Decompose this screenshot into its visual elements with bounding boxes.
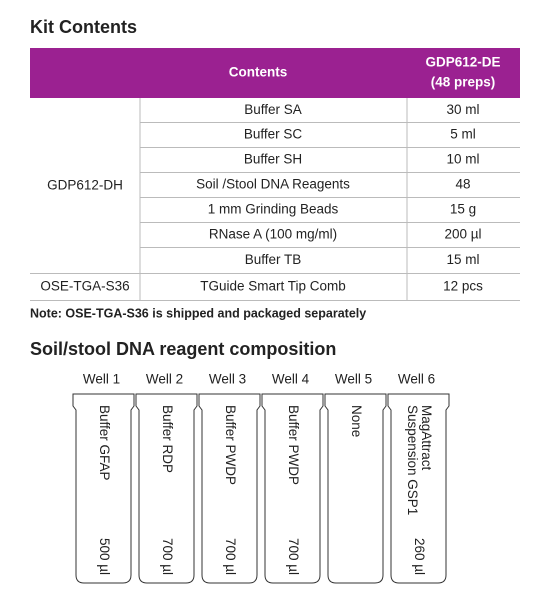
note: Note: OSE-TGA-S36 is shipped and package… <box>30 306 366 320</box>
cell: 15 ml <box>446 252 479 267</box>
well-reagent: Suspension GSP1 <box>405 405 420 515</box>
cell: 5 ml <box>450 127 476 142</box>
well-tube <box>387 393 450 584</box>
cell: 15 g <box>450 202 476 217</box>
well-label: Well 1 <box>83 372 120 387</box>
well-volume: 260 µl <box>412 538 427 575</box>
header-cell: Contents <box>229 65 288 80</box>
cell: Buffer SA <box>244 102 302 117</box>
cell: Soil /Stool DNA Reagents <box>196 177 350 192</box>
section-title: Soil/stool DNA reagent composition <box>30 339 336 359</box>
cell: 10 ml <box>446 152 479 167</box>
well-volume: 700 µl <box>223 538 238 575</box>
section-title: Kit Contents <box>30 17 137 37</box>
well-volume: 700 µl <box>286 538 301 575</box>
well-label: Well 5 <box>335 372 372 387</box>
well-label: Well 3 <box>209 372 246 387</box>
well-tube <box>72 393 135 584</box>
well-volume: 500 µl <box>97 538 112 575</box>
well-tube <box>324 393 387 584</box>
well-tube <box>135 393 198 584</box>
well-reagent: Buffer GFAP <box>97 405 112 481</box>
cell: 48 <box>455 177 470 192</box>
cell: 200 µl <box>444 227 481 242</box>
group-cell: OSE-TGA-S36 <box>40 279 129 294</box>
cell: TGuide Smart Tip Comb <box>200 279 346 294</box>
well-reagent: Buffer RDP <box>160 405 175 473</box>
well-tube <box>198 393 261 584</box>
header-cell: GDP612-DE <box>425 55 500 70</box>
cell: Buffer TB <box>245 252 302 267</box>
cell: 12 pcs <box>443 279 483 294</box>
well-tube <box>261 393 324 584</box>
cell: Buffer SH <box>244 152 302 167</box>
group-cell: GDP612-DH <box>47 177 123 192</box>
cell: 1 mm Grinding Beads <box>208 202 339 217</box>
cell: 30 ml <box>446 102 479 117</box>
well-reagent: Buffer PWDP <box>223 405 238 485</box>
table-header-bg <box>30 48 520 98</box>
well-label: Well 4 <box>272 372 310 387</box>
well-label: Well 2 <box>146 372 183 387</box>
cell: RNase A (100 mg/ml) <box>209 227 337 242</box>
cell: Buffer SC <box>244 127 303 142</box>
well-reagent: Buffer PWDP <box>286 405 301 485</box>
well-reagent: None <box>349 405 364 437</box>
well-label: Well 6 <box>398 372 435 387</box>
header-cell: (48 preps) <box>431 75 496 90</box>
well-volume: 700 µl <box>160 538 175 575</box>
well-reagent: MagAttract <box>419 405 434 471</box>
